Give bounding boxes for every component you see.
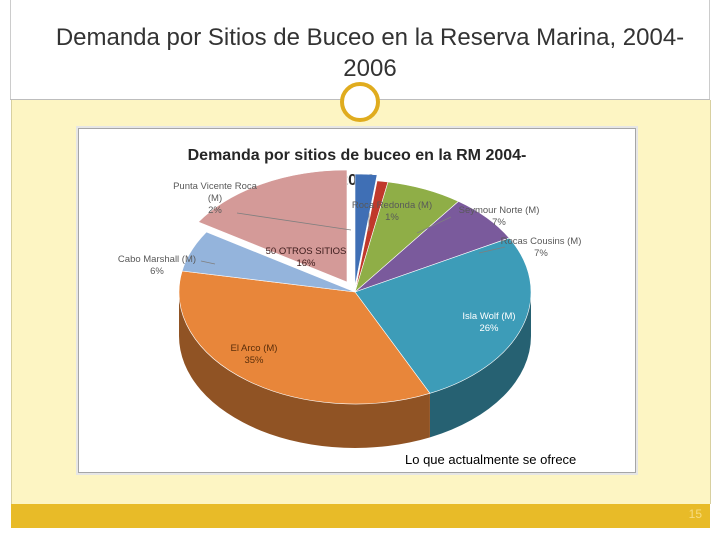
pie-slice-side-5 — [179, 292, 430, 449]
pct-label-1: 1% — [385, 212, 399, 223]
ring-ornament-icon — [340, 82, 380, 122]
title-box-right-edge — [709, 0, 710, 100]
leader-line-6 — [200, 260, 216, 265]
leader-line-2 — [416, 216, 452, 234]
slice-label-5: El Arco (M) — [231, 343, 278, 354]
pie-slice-side-4 — [429, 292, 531, 438]
pie-slice-5 — [178, 270, 431, 405]
pie-slice-7 — [197, 169, 348, 283]
slide-title-line-1: Demanda por Sitios de Buceo en la Reserv… — [55, 24, 685, 51]
slice-label-6: Cabo Marshall (M) — [118, 254, 196, 265]
pie-slice-6 — [181, 231, 356, 293]
chart-caption: Lo que actualmente se ofrece — [405, 452, 577, 467]
slice-label-0: Punta Vicente Roca — [173, 181, 258, 192]
footer-bar — [11, 504, 710, 528]
leader-line-0 — [236, 212, 352, 231]
pie-chart: Demanda por sitios de buceo en la RM 200… — [118, 147, 581, 449]
pct-label-6: 6% — [150, 266, 164, 277]
chart-image-frame: Demanda por sitios de buceo en la RM 200… — [78, 128, 636, 473]
pie-labels: Punta Vicente Roca(M)2% Roca Redonda (M)1… — [118, 181, 581, 366]
pct-label-5: 35% — [244, 355, 264, 366]
pct-label-0: 2% — [208, 205, 222, 216]
slice-label-3: Rocas Cousins (M) — [501, 236, 582, 247]
pct-label-7: 16% — [296, 258, 316, 269]
leader-line-3 — [478, 246, 506, 254]
slice-label-0: (M) — [208, 193, 222, 204]
pct-label-3: 7% — [534, 248, 548, 259]
slice-label-4: Isla Wolf (M) — [462, 311, 515, 322]
slice-label-7: 50 OTROS SITIOS — [266, 246, 347, 257]
pie-slice-0 — [354, 173, 378, 287]
slide-title: Demanda por Sitios de Buceo en la Reserv… — [20, 22, 720, 84]
pct-label-4: 26% — [479, 323, 499, 334]
slice-label-1: Roca Redonda (M) — [352, 200, 432, 211]
slice-label-2: Seymour Norte (M) — [459, 205, 540, 216]
title-box-left-edge — [10, 0, 11, 100]
slide-title-line-2: 2006 — [343, 55, 397, 82]
pie-slice-4 — [354, 237, 532, 394]
pie-slices — [178, 169, 532, 449]
page-number: 15 — [688, 507, 702, 521]
pct-label-2: 7% — [492, 217, 506, 228]
chart-title-line-1: Demanda por sitios de buceo en la RM 200… — [188, 147, 527, 164]
